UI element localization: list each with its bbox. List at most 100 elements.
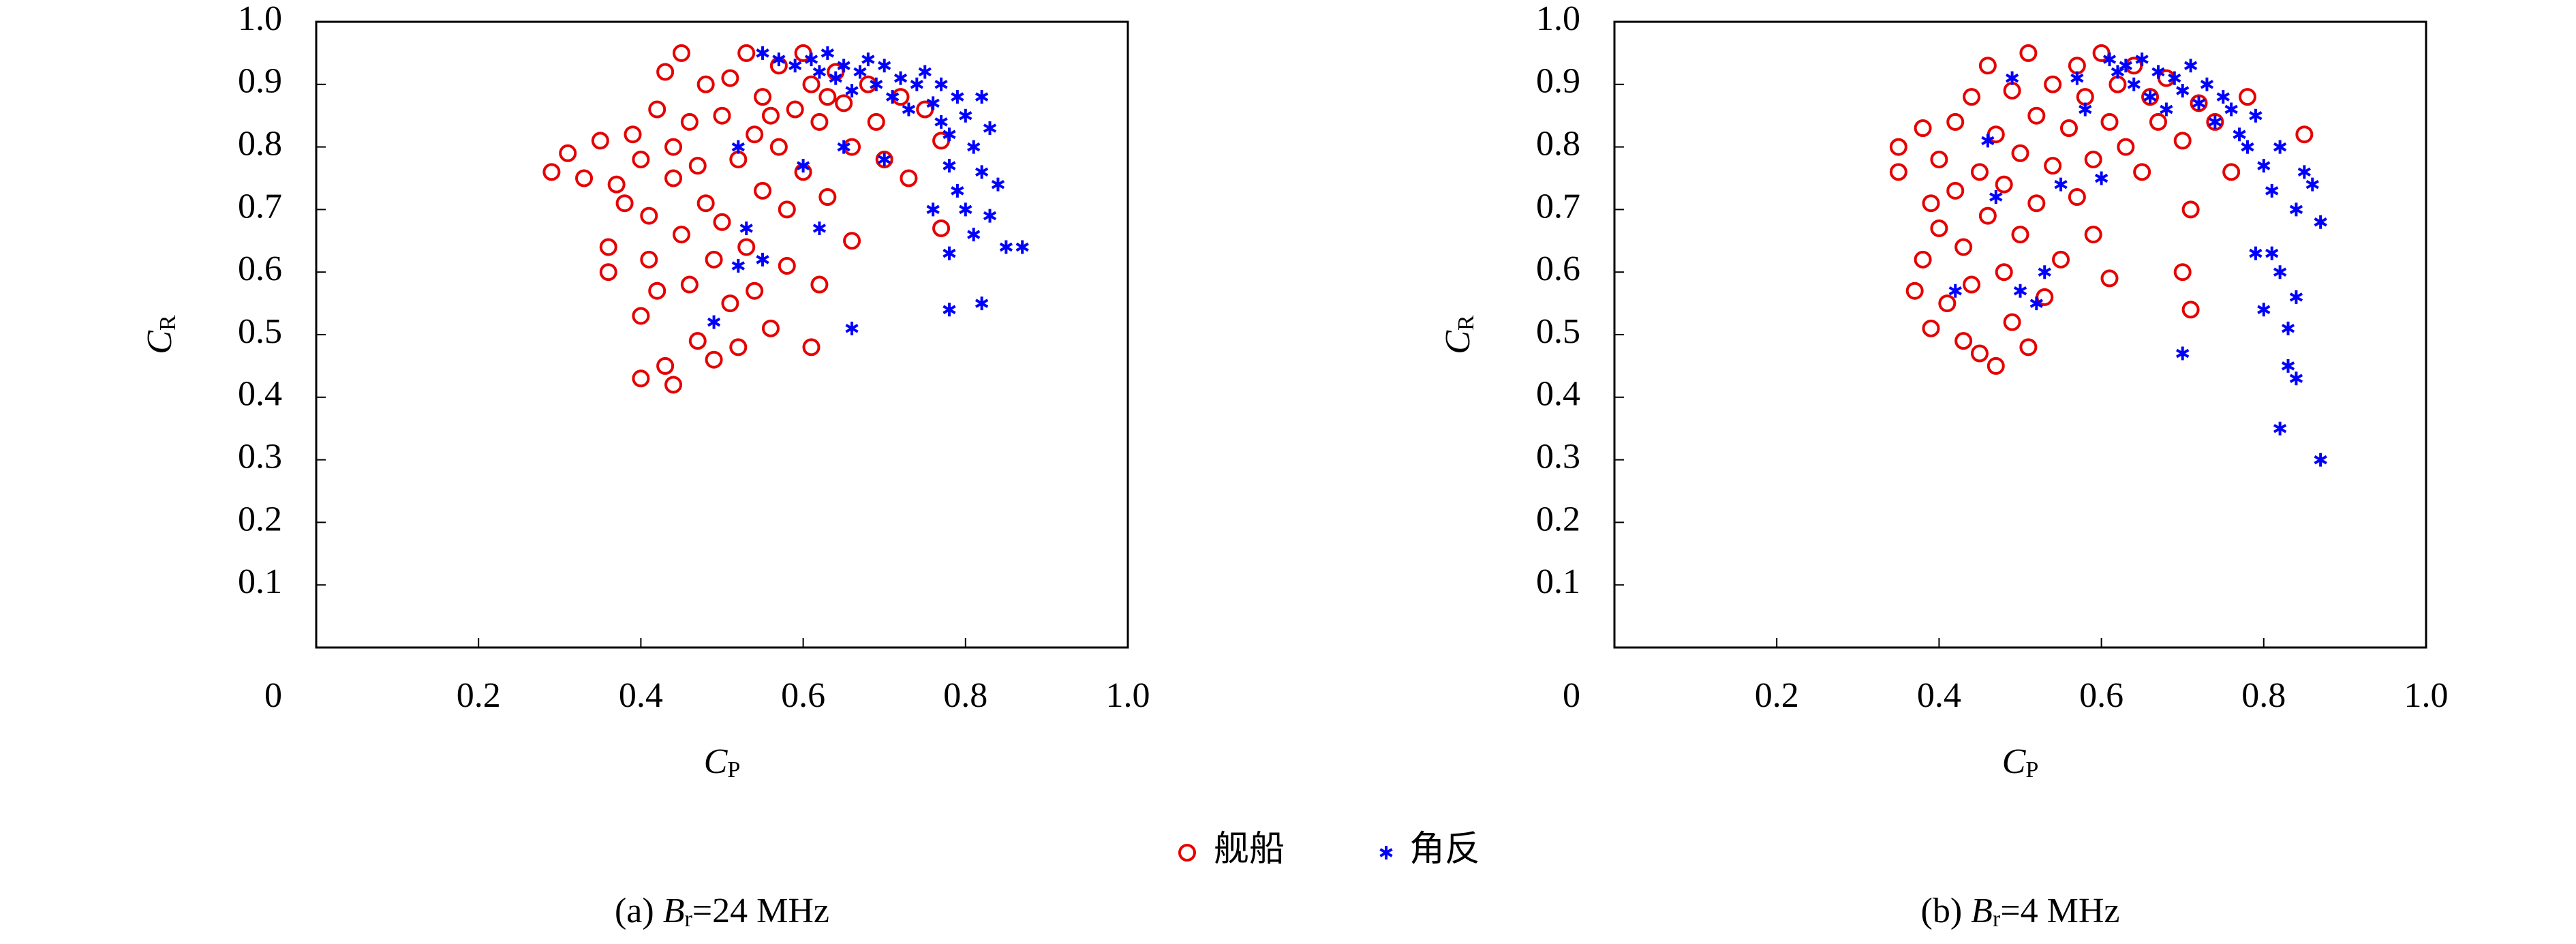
data-point — [812, 221, 827, 235]
data-point — [2005, 71, 2019, 85]
data-point — [2029, 296, 2043, 311]
data-point — [843, 232, 861, 250]
data-point — [951, 90, 964, 104]
data-point — [959, 202, 972, 217]
data-point — [778, 200, 796, 219]
data-point — [934, 115, 948, 129]
data-point — [802, 338, 821, 356]
data-point — [900, 169, 918, 187]
data-point — [737, 238, 756, 256]
data-point — [1015, 240, 1029, 254]
data-point — [2013, 284, 2027, 298]
y-axis-label: CR — [140, 315, 181, 354]
data-point — [756, 46, 769, 60]
data-point — [2102, 52, 2117, 67]
data-point — [688, 332, 707, 350]
data-point — [1987, 356, 2005, 375]
data-point — [746, 125, 764, 144]
data-point — [835, 94, 853, 112]
data-point — [902, 102, 916, 117]
data-point — [2257, 303, 2271, 317]
data-point — [591, 132, 609, 150]
text-part: C — [1439, 330, 1477, 354]
data-point — [2200, 77, 2214, 91]
data-point — [975, 165, 989, 179]
data-point — [656, 63, 675, 81]
data-point — [2068, 188, 2086, 207]
y-tick-label: 0.7 — [1536, 187, 1580, 226]
text-part: B — [1971, 892, 1993, 930]
data-point — [680, 112, 699, 131]
data-point — [632, 307, 650, 325]
data-point — [788, 59, 802, 73]
text-part: P — [727, 757, 740, 782]
data-point — [2206, 112, 2224, 131]
x-tick-label: 0.6 — [781, 676, 825, 715]
data-point — [802, 75, 821, 93]
data-point — [1963, 275, 1981, 294]
text-part: C — [704, 742, 729, 781]
data-point — [2127, 77, 2141, 91]
data-point — [2059, 119, 2078, 138]
x-tick-label: 0.2 — [457, 676, 501, 715]
data-point — [1954, 332, 1973, 350]
data-point — [975, 296, 989, 311]
data-point — [2265, 246, 2279, 260]
data-point — [2076, 88, 2094, 106]
data-point — [1946, 112, 1965, 131]
text-part: P — [2025, 757, 2038, 782]
data-point — [1954, 238, 1973, 256]
data-point — [632, 369, 650, 388]
legend-marker — [1178, 844, 1196, 862]
data-point — [2183, 59, 2198, 73]
data-point — [575, 169, 594, 187]
data-point — [2135, 52, 2149, 67]
y-tick-label: 0.1 — [238, 562, 282, 601]
data-point — [2149, 112, 2167, 131]
data-point — [812, 65, 827, 79]
data-point — [999, 240, 1013, 254]
data-point — [2273, 140, 2287, 154]
data-point — [845, 321, 859, 335]
data-point — [829, 71, 842, 85]
legend-marker — [1379, 846, 1393, 859]
data-point — [786, 100, 804, 119]
data-point — [853, 65, 867, 79]
y-tick-label: 0.8 — [238, 125, 282, 164]
data-point — [2249, 246, 2263, 260]
data-point — [1970, 163, 1989, 181]
data-point — [1922, 194, 1940, 213]
data-point — [2019, 44, 2038, 62]
data-point — [2084, 150, 2102, 168]
data-point — [926, 202, 940, 217]
data-point — [640, 207, 658, 225]
data-point — [1978, 57, 1997, 75]
y-tick-label: 0.6 — [1536, 249, 1580, 288]
data-point — [1914, 119, 1932, 138]
data-point — [796, 159, 810, 173]
data-point — [891, 88, 910, 106]
data-point — [2249, 108, 2263, 123]
data-point — [2109, 75, 2127, 93]
caption: (b) Br=4 MHz — [1921, 892, 2120, 932]
data-point — [1989, 190, 2003, 204]
data-point — [2233, 127, 2246, 142]
plot-frame — [1613, 20, 2427, 649]
data-point — [746, 281, 764, 300]
y-tick-label: 0.2 — [1536, 500, 1580, 538]
data-point — [664, 169, 683, 187]
data-point — [942, 303, 956, 317]
data-point — [1963, 88, 1981, 106]
text-part: (b) — [1921, 892, 1972, 930]
data-point — [1914, 250, 1932, 269]
data-point — [2011, 144, 2029, 162]
data-point — [2222, 163, 2241, 181]
data-point — [918, 65, 932, 79]
data-point — [934, 77, 948, 91]
data-point — [2297, 165, 2312, 179]
data-point — [761, 106, 780, 125]
x-tick-label: 1.0 — [2404, 676, 2449, 715]
data-point — [729, 338, 748, 356]
data-point — [2314, 453, 2327, 467]
data-point — [2192, 96, 2206, 110]
